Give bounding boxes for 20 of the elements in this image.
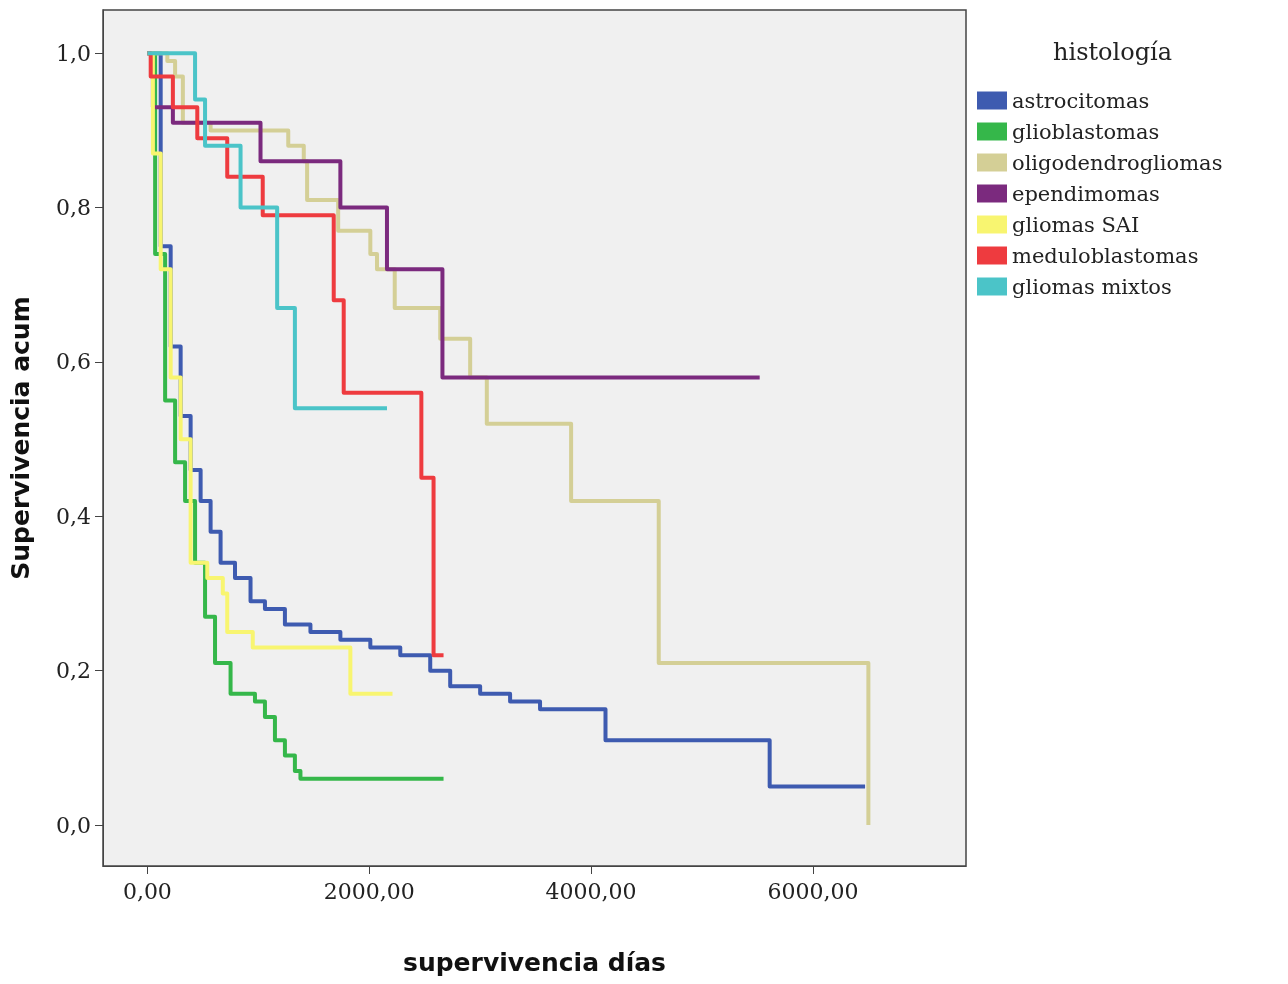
legend-label: meduloblastomas (1012, 243, 1199, 268)
y-axis-title: Supervivencia acum (6, 296, 35, 580)
y-tick-label: 0,6 (56, 349, 91, 375)
x-tick-label: 4000,00 (545, 878, 637, 904)
x-tick-label: 2000,00 (323, 878, 415, 904)
legend-label: gliomas SAI (1012, 212, 1140, 237)
legend-title: histología (1053, 38, 1173, 66)
legend-label: oligodendrogliomas (1012, 150, 1223, 175)
y-tick-label: 0,2 (56, 658, 91, 684)
y-tick-label: 0,0 (56, 812, 91, 838)
y-tick-label: 0,8 (56, 195, 91, 221)
legend-label: astrocitomas (1012, 88, 1150, 113)
legend-label: glioblastomas (1012, 119, 1160, 144)
x-tick-label: 0,00 (122, 878, 172, 904)
legend-label: gliomas mixtos (1012, 274, 1172, 299)
legend-label: ependimomas (1012, 181, 1160, 206)
x-axis-title: supervivencia días (403, 948, 666, 977)
x-tick-label: 6000,00 (767, 878, 859, 904)
y-tick-label: 1,0 (56, 40, 91, 66)
y-tick-label: 0,4 (56, 503, 91, 529)
